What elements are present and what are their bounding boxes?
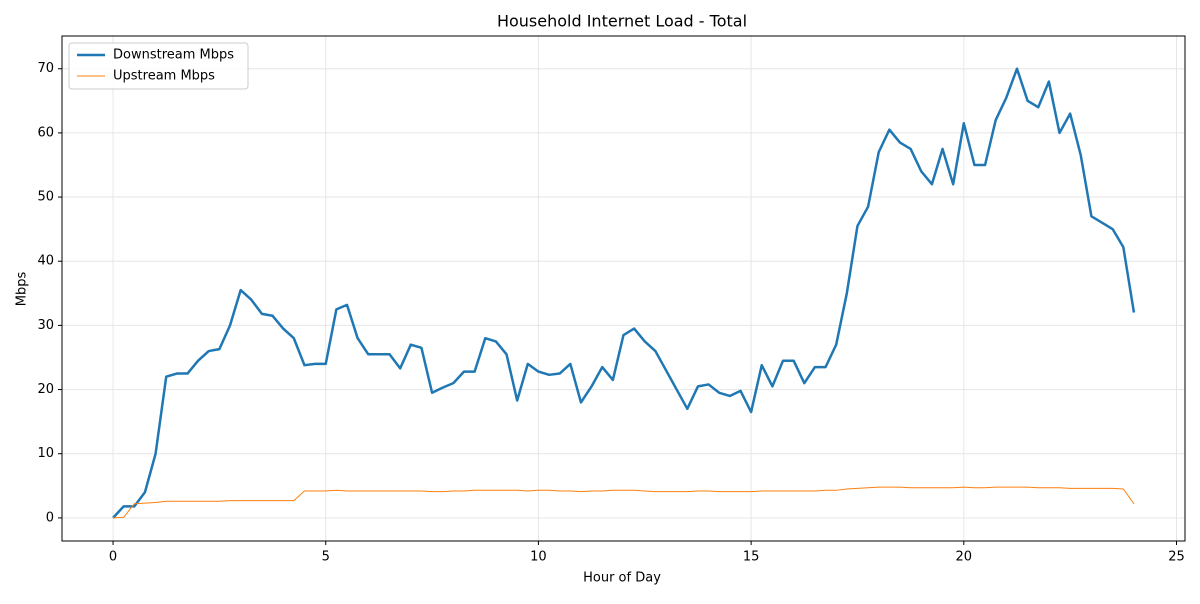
plot-frame (61, 35, 1186, 542)
x-tick-label: 5 (322, 550, 330, 565)
x-tick-label: 25 (1168, 550, 1185, 565)
x-tick-label: 10 (530, 550, 547, 565)
legend-box (68, 42, 249, 90)
x-axis-label: Hour of Day (583, 571, 661, 586)
x-tick-label: 20 (956, 550, 973, 565)
data-line (113, 486, 1135, 519)
y-axis-label: Mbps (15, 272, 30, 307)
x-tick-label: 15 (743, 550, 760, 565)
y-tick-label: 0 (46, 510, 54, 525)
y-tick-label: 60 (37, 125, 54, 140)
x-tick-label: 0 (109, 550, 117, 565)
y-tick-label: 50 (37, 190, 54, 205)
legend-label: Upstream Mbps (113, 69, 215, 84)
y-tick-label: 30 (37, 318, 54, 333)
y-tick-label: 40 (37, 254, 54, 269)
chart-title: Household Internet Load - Total (497, 12, 747, 31)
y-tick-label: 70 (37, 61, 54, 76)
y-tick-label: 10 (37, 446, 54, 461)
data-line (112, 67, 1136, 519)
y-tick-label: 20 (37, 382, 54, 397)
legend-label: Downstream Mbps (113, 48, 234, 63)
